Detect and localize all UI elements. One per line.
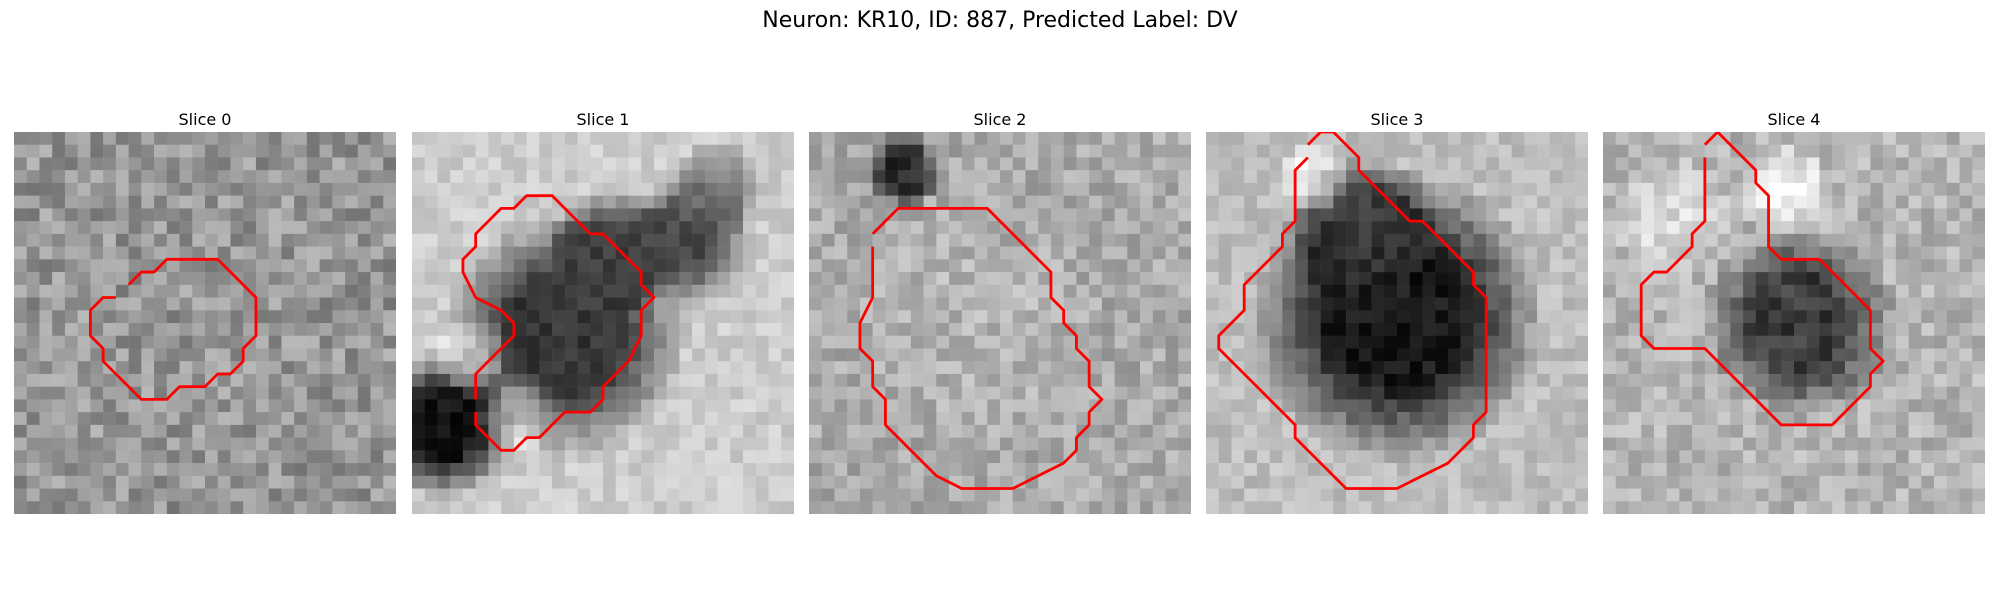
panel-slice-1: Slice 1 <box>412 108 794 514</box>
panel-slice-4: Slice 4 <box>1603 108 1985 514</box>
panel-title: Slice 4 <box>1767 110 1821 129</box>
roi-contour <box>461 194 656 452</box>
panel-slice-0: Slice 0 <box>14 108 396 514</box>
panel-title: Slice 3 <box>1370 110 1424 129</box>
slice-image <box>809 132 1191 514</box>
roi-contour <box>1639 132 1885 427</box>
roi-contour <box>858 206 1104 490</box>
slice-image <box>1603 132 1985 514</box>
panel-slice-2: Slice 2 <box>809 108 1191 514</box>
figure-title: Neuron: KR10, ID: 887, Predicted Label: … <box>762 8 1238 33</box>
slice-image <box>14 132 396 514</box>
roi-contour <box>88 257 258 401</box>
panel-title: Slice 1 <box>576 110 630 129</box>
slice-image <box>1206 132 1588 514</box>
panel-slice-3: Slice 3 <box>1206 108 1588 514</box>
slice-image <box>412 132 794 514</box>
roi-contour <box>1217 132 1488 490</box>
panel-title: Slice 0 <box>178 110 232 129</box>
panel-title: Slice 2 <box>973 110 1027 129</box>
